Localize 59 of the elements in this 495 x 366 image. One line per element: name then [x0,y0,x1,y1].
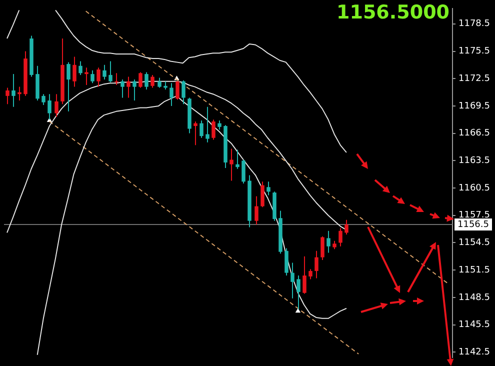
y-tick-label: 1148.5 [458,292,490,303]
y-tick-label: 1169.5 [458,101,490,112]
y-tick-label: 1157.5 [458,210,490,221]
y-tick-label: 1178.5 [458,19,490,30]
candlestick [170,82,174,106]
candlestick [132,79,136,101]
candlestick [212,119,216,140]
candlestick [308,268,312,280]
y-tick-label: 1145.5 [458,320,490,330]
candlestick [126,76,130,98]
candlestick [150,74,154,88]
candlestick [158,77,162,88]
candlestick [90,70,94,84]
candlestick [218,120,222,130]
y-tick-label: 1166.5 [458,128,490,139]
candlestick [230,148,234,182]
candlestick [284,248,288,276]
candlestick [96,67,100,88]
candlestick [290,262,294,299]
y-tick-label: 1175.5 [458,46,490,57]
annotation: 1156.5000 [336,1,450,24]
candlestick [66,62,70,112]
candlestick [182,80,186,105]
candlestick [6,87,10,105]
candlestick [54,94,58,118]
candlestick [120,79,124,98]
candlestick [144,72,148,90]
candlestick [42,94,46,106]
y-tick-label: 1151.5 [458,265,490,276]
ref-line-label: 1156.5 [458,220,490,230]
candlestick [206,106,210,143]
candlestick [78,60,82,76]
candlestick [302,256,306,294]
candlestick [260,181,264,208]
candlestick [194,120,198,146]
y-tick-label: 1163.5 [458,156,490,166]
candlestick [138,72,142,88]
candlestick [12,74,16,108]
candlestick [314,250,318,279]
candlestick [320,236,324,261]
candlestick [176,80,180,100]
candlestick [326,230,330,254]
candlestick [48,94,52,120]
candlestick [200,120,204,138]
candlestick [266,181,270,196]
candlestick [102,64,106,80]
y-tick-label: 1172.5 [458,74,490,84]
candlestick [338,228,342,247]
y-tick-label: 1154.5 [458,238,490,248]
candlestick [72,56,76,88]
candlestick [114,72,118,86]
candlestick [236,149,240,170]
candlestick [344,219,348,236]
candlestick [108,60,112,83]
candlestick [242,159,246,184]
candlestick [84,67,88,86]
y-tick-label: 1160.5 [458,183,490,194]
candlestick [254,196,258,225]
y-tick-label: 1142.5 [458,347,490,358]
